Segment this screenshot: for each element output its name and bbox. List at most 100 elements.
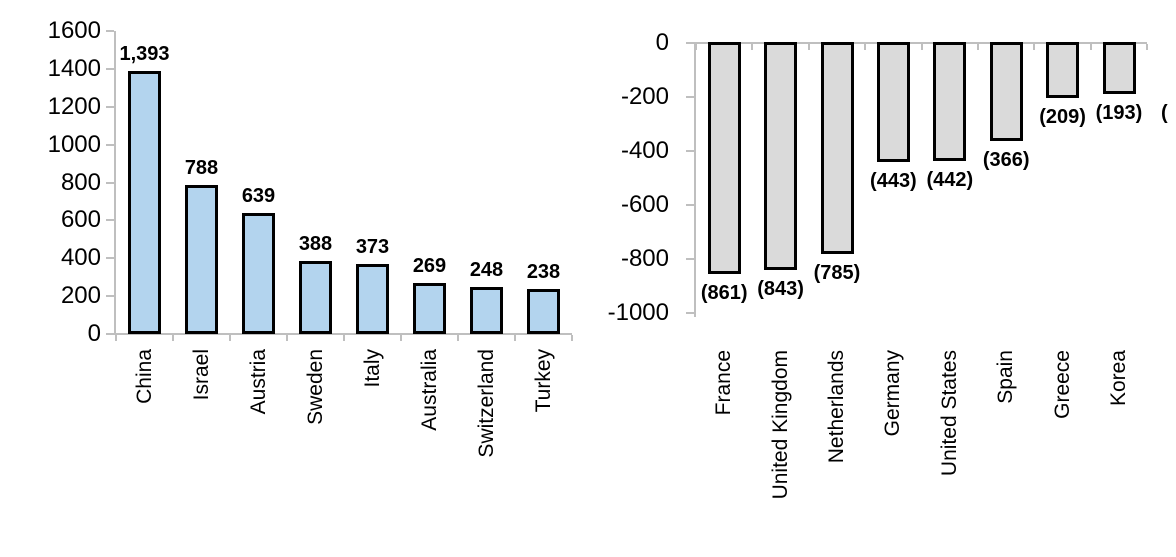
category-label-greece: Greece xyxy=(1050,350,1074,419)
category-label-sweden: Sweden xyxy=(303,349,327,425)
category-label-china: China xyxy=(132,349,156,404)
y-axis-tick xyxy=(686,312,694,314)
bar-germany xyxy=(876,42,910,162)
x-axis-tick xyxy=(514,335,516,341)
y-axis-tick xyxy=(686,258,694,260)
y-axis-tick xyxy=(106,181,114,184)
bar-united-states xyxy=(933,42,967,161)
data-label-australia: 269 xyxy=(412,255,447,277)
data-label-israel: 788 xyxy=(184,157,219,179)
y-tick-label: 600 xyxy=(60,206,101,234)
category-label-france: France xyxy=(712,350,736,416)
data-label-austria: 639 xyxy=(241,185,276,207)
bar-china xyxy=(128,71,161,334)
x-axis-tick xyxy=(1146,44,1149,50)
category-label-united-kingdom: United Kingdom xyxy=(768,350,792,500)
category-label-netherlands: Netherlands xyxy=(825,350,848,464)
category-label-germany: Germany xyxy=(881,350,905,437)
y-tick-label: 400 xyxy=(60,244,101,272)
x-axis-line xyxy=(107,333,572,335)
data-label-united-states: (442) xyxy=(926,169,974,191)
x-axis-tick xyxy=(920,44,923,50)
bar-australia xyxy=(413,283,446,334)
category-label-spain: Spain xyxy=(994,350,1018,404)
y-axis-tick xyxy=(686,150,694,152)
category-label-australia: Australia xyxy=(417,349,441,431)
data-label-greece: (209) xyxy=(1039,106,1086,128)
y-tick-label: 0 xyxy=(87,320,101,347)
x-axis-line xyxy=(687,42,1147,44)
y-tick-label: -400 xyxy=(620,137,669,164)
x-axis-tick xyxy=(571,335,573,341)
bar-italy xyxy=(356,264,389,334)
category-label-israel: Israel xyxy=(189,349,213,401)
x-axis-tick xyxy=(172,335,174,341)
y-axis-tick xyxy=(686,204,694,206)
x-axis-tick xyxy=(343,335,345,341)
y-axis-tick xyxy=(106,257,114,260)
y-tick-label: -800 xyxy=(620,245,669,272)
bar-netherlands xyxy=(820,42,854,254)
x-axis-tick xyxy=(286,335,288,341)
y-tick-label: 1200 xyxy=(47,92,101,120)
x-axis-tick xyxy=(807,44,810,50)
data-label-italy: 373 xyxy=(355,236,390,258)
y-tick-label: 200 xyxy=(60,282,101,310)
data-label-sweden: 388 xyxy=(298,233,333,255)
x-axis-tick xyxy=(400,335,402,341)
x-axis-tick xyxy=(457,335,459,341)
category-label-turkey: Turkey xyxy=(531,349,555,413)
x-axis-tick xyxy=(695,44,697,50)
y-tick-label: -1000 xyxy=(607,299,669,326)
y-axis-tick xyxy=(106,295,114,298)
y-axis-line xyxy=(114,31,116,334)
y-tick-label: 800 xyxy=(60,168,101,196)
x-axis-tick xyxy=(1089,44,1092,50)
category-label-italy: Italy xyxy=(360,349,384,388)
y-tick-label: -600 xyxy=(620,191,669,218)
y-tick-label: 0 xyxy=(655,29,669,56)
y-axis-tick xyxy=(106,30,114,32)
data-label-switzerland: 248 xyxy=(469,259,504,281)
y-axis-tick xyxy=(106,105,114,108)
y-tick-label: 1400 xyxy=(47,54,101,82)
x-axis-tick xyxy=(229,335,231,341)
y-axis-line xyxy=(694,43,696,317)
y-axis-tick xyxy=(106,333,114,335)
data-label-france: (861) xyxy=(700,282,748,304)
x-axis-tick xyxy=(115,335,117,341)
data-label-germany: (443) xyxy=(870,170,917,192)
category-label-united-states: United States xyxy=(937,350,961,477)
category-label-korea: Korea xyxy=(1107,350,1130,407)
clipped-data-label-fragment: ( xyxy=(1161,102,1168,124)
y-tick-label: 1600 xyxy=(47,17,101,44)
category-label-austria: Austria xyxy=(246,349,270,415)
bar-greece xyxy=(1046,42,1080,98)
bar-austria xyxy=(242,213,275,334)
y-axis-tick xyxy=(106,67,114,70)
y-axis-tick xyxy=(106,143,114,146)
bar-france xyxy=(707,42,741,274)
x-axis-tick xyxy=(751,44,754,50)
x-axis-tick xyxy=(1033,44,1036,50)
y-axis-tick xyxy=(106,219,114,222)
data-label-united-kingdom: (843) xyxy=(757,278,804,300)
bar-switzerland xyxy=(470,287,503,334)
data-label-netherlands: (785) xyxy=(813,262,861,284)
x-axis-tick xyxy=(977,44,979,50)
bar-spain xyxy=(989,42,1023,141)
y-tick-label: -200 xyxy=(620,83,669,110)
data-label-turkey: 238 xyxy=(526,261,561,283)
y-tick-label: 1000 xyxy=(47,130,101,158)
x-axis-tick xyxy=(864,44,867,50)
category-label-switzerland: Switzerland xyxy=(474,349,498,458)
bar-turkey xyxy=(527,289,560,334)
bar-united-kingdom xyxy=(764,42,798,270)
y-axis-tick xyxy=(686,42,694,44)
data-label-spain: (366) xyxy=(982,149,1030,171)
bar-sweden xyxy=(299,261,332,334)
bar-korea xyxy=(1102,42,1136,94)
